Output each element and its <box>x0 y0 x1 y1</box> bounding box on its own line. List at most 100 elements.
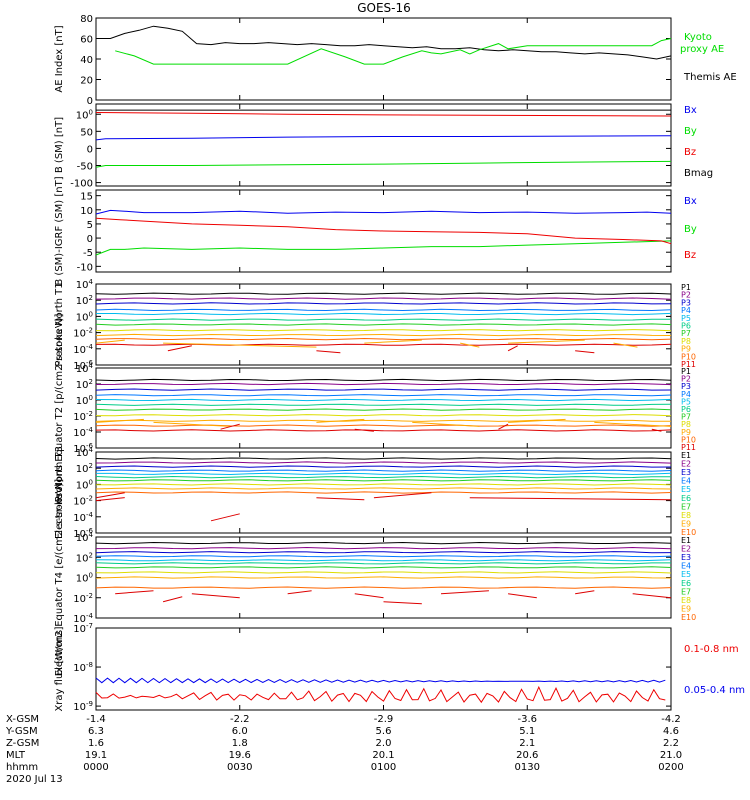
legend-entry: proxy AE <box>680 44 724 55</box>
plot-title: GOES-16 <box>357 1 411 15</box>
footer-value: -3.6 <box>517 714 537 725</box>
sparse-channel-segment <box>508 339 585 344</box>
channel-label: E2 <box>681 545 691 554</box>
sparse-channel-segment <box>373 492 432 499</box>
channel-label: P5 <box>681 314 691 323</box>
sparse-channel-segment <box>632 593 672 599</box>
channel-label: E8 <box>681 511 691 520</box>
y-tick-label: 10-4 <box>73 511 93 524</box>
channel-label: E1 <box>681 451 691 460</box>
channel-label: P8 <box>681 337 691 346</box>
channel-label: E10 <box>681 613 696 622</box>
footer-row-label: MLT <box>6 750 26 761</box>
channel-label: E4 <box>681 477 691 486</box>
footer-value: 21.0 <box>660 750 682 761</box>
channel-label: P4 <box>681 306 691 315</box>
channel-line <box>95 297 672 300</box>
sparse-channel-segment <box>651 428 662 432</box>
y-tick-label: 104 <box>76 446 94 459</box>
panel-frame <box>95 627 672 711</box>
sparse-channel-segment <box>287 590 312 595</box>
legend-entry: 0.05-0.4 nm <box>684 685 745 696</box>
panel-ylabel: B (SM)-IGRF (SM) [nT] <box>54 176 65 285</box>
xray-long-line <box>95 685 666 704</box>
channel-label: P1 <box>681 283 691 292</box>
legend-entry: Bx <box>684 196 697 207</box>
sparse-channel-segment <box>95 339 125 344</box>
panel-frame <box>95 17 672 101</box>
footer-row-label: hhmm <box>6 762 38 773</box>
y-tick-label: 104 <box>76 531 94 544</box>
channel-line <box>95 318 671 321</box>
sparse-channel-segment <box>354 428 374 432</box>
y-tick-label: 100 <box>76 310 93 323</box>
panel-ylabel: Protons Equator T2 [p/(cm2-s-sr-keV)] <box>54 313 65 502</box>
channel-line <box>95 559 672 562</box>
channel-line <box>95 469 672 472</box>
channel-label: P10 <box>681 435 696 444</box>
y-tick-label: 50 <box>80 127 93 138</box>
footer-value: 1.6 <box>88 738 104 749</box>
footer-value: 0000 <box>83 762 108 773</box>
sparse-channel-segment <box>163 342 317 348</box>
channel-label: E10 <box>681 528 696 537</box>
y-tick-label: 100 <box>76 478 93 491</box>
channel-line <box>95 429 672 432</box>
y-tick-label: 102 <box>76 294 93 307</box>
y-tick-label: 10-2 <box>73 592 93 605</box>
channel-line <box>95 475 671 479</box>
series-line-themis-ae <box>96 25 672 60</box>
footer-value: 5.1 <box>519 726 535 737</box>
footer-value: 2.1 <box>519 738 535 749</box>
footer-value: -1.4 <box>86 714 106 725</box>
channel-label: P10 <box>681 352 696 361</box>
sparse-channel-segment <box>508 593 537 599</box>
channel-label: P2 <box>681 291 691 300</box>
channel-label: E5 <box>681 570 691 579</box>
footer-row-label: X-GSM <box>6 714 39 725</box>
legend-entry: Themis AE <box>683 72 737 83</box>
legend-entry: 0.1-0.8 nm <box>684 644 739 655</box>
channel-line <box>95 457 672 460</box>
channel-line <box>95 551 672 554</box>
footer-value: 5.6 <box>376 726 392 737</box>
sparse-channel-segment <box>210 513 240 522</box>
channel-line <box>96 312 672 316</box>
channel-line <box>95 292 672 295</box>
panel-ylabel: Xray flux [W/m2] <box>54 626 65 711</box>
channel-line <box>95 586 672 589</box>
y-tick-label: 40 <box>80 55 93 66</box>
legend-entry: Bz <box>684 147 696 158</box>
channel-label: E7 <box>681 587 691 596</box>
channel-line <box>95 343 672 346</box>
channel-line <box>95 487 672 490</box>
channel-line <box>95 566 672 569</box>
y-tick-label: 10-7 <box>73 622 93 635</box>
channel-line <box>95 424 672 427</box>
footer-value: 0030 <box>227 762 252 773</box>
y-tick-label: 102 <box>76 551 93 564</box>
footer-value: 2.0 <box>376 738 392 749</box>
footer-row-label: Y-GSM <box>5 726 38 737</box>
channel-line <box>95 555 672 558</box>
y-tick-label: 60 <box>80 35 93 46</box>
sparse-channel-segment <box>507 345 518 352</box>
sparse-channel-segment <box>316 350 341 354</box>
channel-line <box>95 461 672 464</box>
channel-label: E1 <box>681 536 691 545</box>
footer-value: 6.3 <box>88 726 104 737</box>
y-tick-label: 0 <box>87 144 93 155</box>
panel-ylabel: AE Index [nT] <box>54 25 65 92</box>
footer-value: 2.2 <box>663 738 679 749</box>
channel-label: P4 <box>681 390 691 399</box>
channel-label: P9 <box>681 345 691 354</box>
channel-label: E5 <box>681 485 691 494</box>
panel-ylabel: B (SM) [nT] <box>54 117 65 173</box>
channel-line <box>95 546 672 550</box>
channel-line <box>95 408 672 411</box>
sparse-channel-segment <box>162 596 183 603</box>
sparse-channel-segment <box>167 345 192 352</box>
